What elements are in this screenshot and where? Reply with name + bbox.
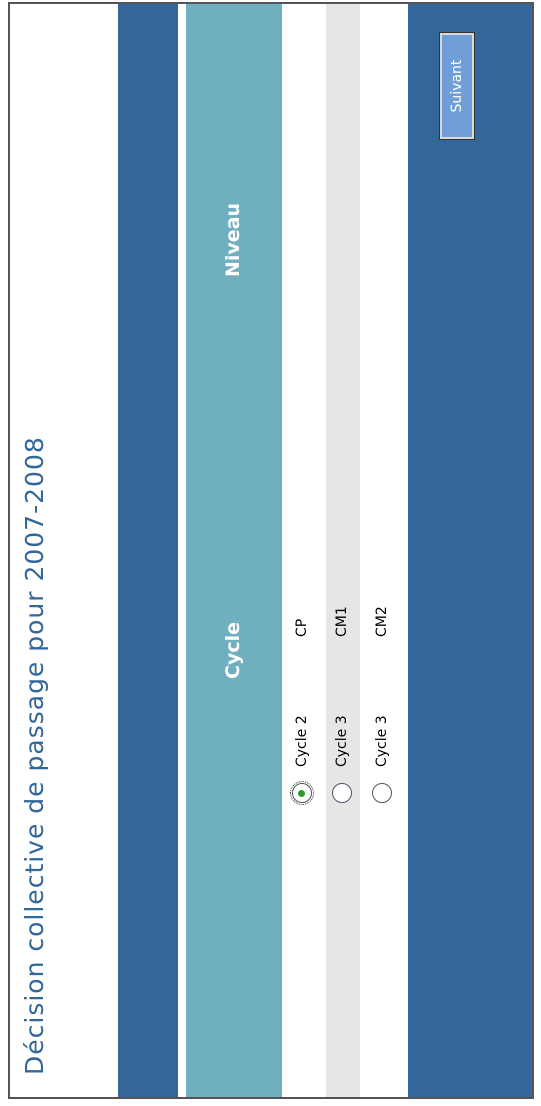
page-title: Décision collective de passage pour 2007… [20,436,49,1075]
top-bar [118,4,178,1097]
table-row: Cycle 3 CM2 [366,4,400,1097]
radio-row-1[interactable] [290,781,314,805]
header-cycle: Cycle [222,622,244,679]
cell-niveau: CM1 [334,606,350,637]
header-niveau: Niveau [222,202,244,277]
table-header: Cycle Niveau [186,4,282,1097]
cell-cycle: Cycle 3 [374,715,390,767]
table-row: Cycle 3 CM1 [326,4,360,1097]
cell-niveau: CM2 [374,606,390,637]
radio-row-3[interactable] [372,783,392,803]
page-frame: Décision collective de passage pour 2007… [8,2,534,1099]
cell-cycle: Cycle 2 [294,715,310,767]
cell-niveau: CP [294,618,310,637]
rotated-content: Décision collective de passage pour 2007… [10,4,532,1097]
footer-bar [408,4,532,1097]
radio-row-2[interactable] [332,783,352,803]
next-button[interactable]: Suivant [439,29,475,143]
cell-cycle: Cycle 3 [334,715,350,767]
table-row: Cycle 2 CP [286,4,320,1097]
